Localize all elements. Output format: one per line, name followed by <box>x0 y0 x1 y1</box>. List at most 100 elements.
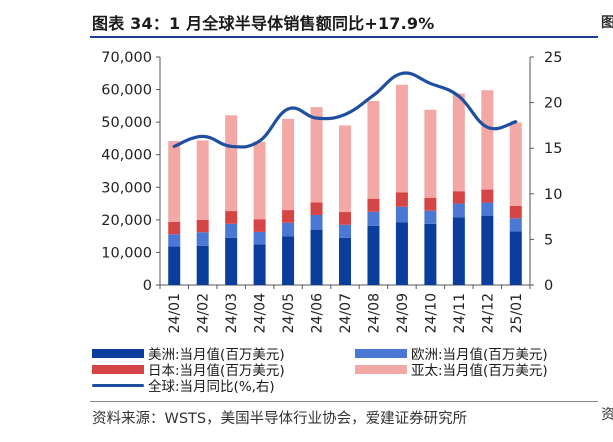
x-tick-label: 24/07 <box>338 293 354 333</box>
x-tick-label: 24/05 <box>281 293 297 333</box>
right-tick-label: 25 <box>544 50 562 66</box>
legend-swatch <box>92 348 144 358</box>
x-tick-label: 24/03 <box>224 293 240 333</box>
bar-europe <box>481 202 494 216</box>
bar-europe <box>339 224 351 238</box>
legend-swatch <box>355 364 407 374</box>
left-tick-label: 70,000 <box>101 50 152 66</box>
bar-japan <box>168 221 181 235</box>
right-tick-label: 15 <box>544 141 562 157</box>
bar-japan <box>509 205 522 219</box>
bar-apac <box>395 84 408 193</box>
bar-japan <box>395 192 408 207</box>
bar-americas <box>196 245 209 285</box>
bar-japan <box>282 210 295 223</box>
source-divider <box>90 401 598 402</box>
bar-japan <box>196 219 209 233</box>
x-tick-label: 24/11 <box>452 293 468 333</box>
bar-americas <box>509 231 522 285</box>
legend-label: 亚太:当月值(百万美元) <box>411 363 548 379</box>
legend-swatch <box>355 348 407 358</box>
left-tick-label: 60,000 <box>101 83 152 99</box>
bar-americas <box>481 215 494 285</box>
left-tick-label: 50,000 <box>101 115 152 131</box>
legend-swatch <box>92 383 144 387</box>
bar-apac <box>424 109 437 198</box>
source-note: 资料来源：WSTS，美国半导体行业协会，爱建证券研究所 <box>92 411 468 427</box>
bar-apac <box>452 93 465 192</box>
bar-apac <box>225 115 238 212</box>
bar-apac <box>196 140 209 220</box>
cropped-neighbor-title-glyph: 图 <box>601 15 613 31</box>
bar-europe <box>424 210 437 224</box>
bar-americas <box>452 217 465 285</box>
bar-americas <box>424 223 437 285</box>
x-tick-label: 24/09 <box>395 293 411 333</box>
legend-label: 欧洲:当月值(百万美元) <box>411 347 548 363</box>
bar-apac <box>282 118 295 211</box>
x-tick-label: 24/01 <box>167 293 183 333</box>
bar-americas <box>339 237 351 285</box>
legend-item-europe: 欧洲:当月值(百万美元) <box>355 343 548 363</box>
bar-europe <box>253 231 266 245</box>
bar-europe <box>225 223 238 238</box>
bar-japan <box>424 197 437 211</box>
bar-americas <box>168 246 181 285</box>
legend-label: 全球:当月同比(%,右) <box>148 379 275 395</box>
bar-apac <box>253 141 266 220</box>
bar-japan <box>310 202 323 215</box>
x-tick-label: 24/02 <box>196 293 212 333</box>
bar-apac <box>509 122 522 206</box>
bar-europe <box>310 214 323 230</box>
x-tick-label: 24/04 <box>253 293 269 333</box>
bar-japan <box>452 191 465 204</box>
cropped-neighbor-source-glyph: 资 <box>601 407 613 423</box>
bar-europe <box>509 218 522 232</box>
x-tick-label: 24/06 <box>310 293 326 333</box>
right-tick-label: 20 <box>544 96 562 112</box>
chart-title: 图表 34：1 月全球半导体销售额同比+17.9% <box>92 14 435 33</box>
bar-americas <box>253 244 266 285</box>
left-tick-label: 20,000 <box>101 213 152 229</box>
legend-item-global_line: 全球:当月同比(%,右) <box>92 375 275 395</box>
legend-item-japan: 日本:当月值(百万美元) <box>92 359 285 379</box>
x-tick-label: 24/12 <box>480 293 496 333</box>
bar-europe <box>168 234 181 247</box>
right-tick-label: 0 <box>544 278 553 294</box>
x-tick-label: 24/10 <box>423 293 439 333</box>
left-tick-label: 10,000 <box>101 245 152 261</box>
bar-apac <box>310 107 323 203</box>
bar-americas <box>282 236 295 285</box>
bar-americas <box>225 237 238 285</box>
bar-europe <box>196 232 209 246</box>
right-tick-label: 5 <box>544 232 553 248</box>
bar-europe <box>395 206 408 223</box>
legend-swatch <box>92 364 144 374</box>
bar-japan <box>225 211 238 224</box>
right-tick-label: 10 <box>544 187 562 203</box>
left-tick-label: 0 <box>143 278 152 294</box>
bar-apac <box>367 100 380 199</box>
title-divider <box>90 36 598 38</box>
bar-americas <box>395 222 408 285</box>
global-yoy-line <box>172 71 518 149</box>
x-tick-label: 25/01 <box>509 293 525 333</box>
legend-item-americas: 美洲:当月值(百万美元) <box>92 343 285 363</box>
legend-label: 美洲:当月值(百万美元) <box>148 347 285 363</box>
bar-japan <box>367 198 380 212</box>
bar-apac <box>481 90 494 190</box>
bar-americas <box>310 229 323 285</box>
bar-americas <box>367 225 380 285</box>
x-tick-label: 24/08 <box>366 293 382 333</box>
bar-japan <box>253 219 266 232</box>
bar-japan <box>481 189 494 203</box>
legend-label: 日本:当月值(百万美元) <box>148 363 285 379</box>
bar-europe <box>282 222 295 237</box>
bar-europe <box>367 211 380 226</box>
legend-item-apac: 亚太:当月值(百万美元) <box>355 359 548 379</box>
bar-apac <box>339 125 351 213</box>
bar-europe <box>452 203 465 218</box>
left-tick-label: 30,000 <box>101 180 152 196</box>
bar-apac <box>168 141 181 222</box>
